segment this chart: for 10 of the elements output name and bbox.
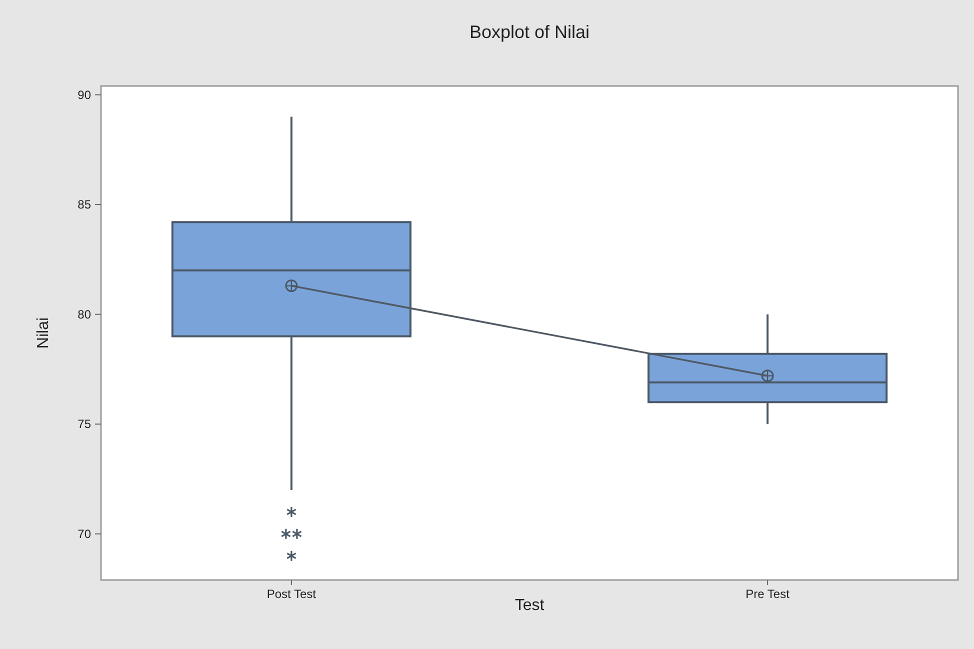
y-tick-label: 80 xyxy=(78,307,92,322)
y-tick-label: 75 xyxy=(78,417,92,432)
y-tick-label: 90 xyxy=(78,88,92,102)
x-axis-title: Test xyxy=(514,597,545,614)
x-tick-label: Pre Test xyxy=(746,587,790,601)
y-axis-title: Nilai xyxy=(35,317,52,349)
chart-title: Boxplot of Nilai xyxy=(469,22,590,42)
y-tick-label: 70 xyxy=(78,526,92,541)
y-tick-label: 85 xyxy=(78,198,92,212)
x-tick-label: Post Test xyxy=(266,587,317,601)
